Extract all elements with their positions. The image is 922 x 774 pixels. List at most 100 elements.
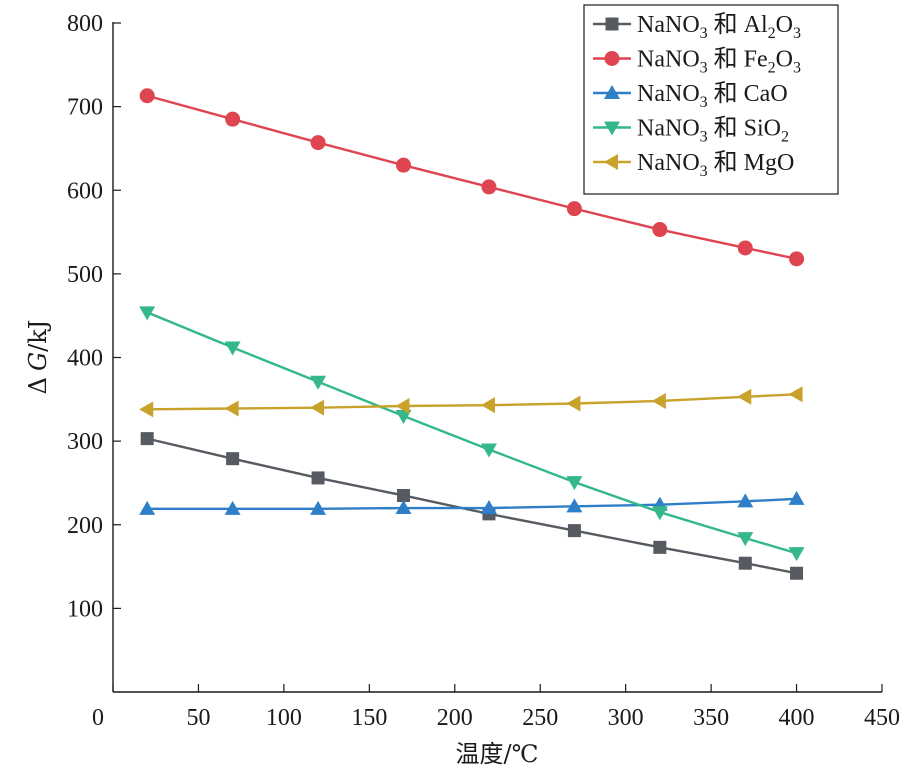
legend-text-part: 3 bbox=[700, 25, 708, 42]
series-4 bbox=[139, 386, 803, 418]
data-point bbox=[224, 341, 241, 356]
legend-text-part: 2 bbox=[768, 60, 776, 77]
data-point bbox=[737, 388, 752, 405]
data-point bbox=[566, 201, 582, 217]
data-point bbox=[737, 532, 754, 547]
legend-text-part: 3 bbox=[700, 163, 708, 180]
data-point bbox=[397, 488, 411, 502]
data-point bbox=[480, 500, 497, 515]
x-tick-label: 250 bbox=[522, 705, 558, 731]
data-point bbox=[567, 524, 581, 538]
data-point bbox=[224, 500, 241, 515]
y-tick-label: 700 bbox=[67, 95, 103, 121]
data-point bbox=[652, 222, 668, 238]
data-point bbox=[310, 399, 325, 416]
x-axis-title: 温度/℃ bbox=[456, 740, 539, 768]
y-tick-label: 100 bbox=[67, 596, 103, 622]
legend-text-part: 3 bbox=[793, 25, 801, 42]
legend-entry: NaNO3 和 SiO2 bbox=[637, 115, 789, 146]
legend-text-part: O bbox=[776, 47, 793, 73]
data-point bbox=[788, 490, 805, 505]
data-point bbox=[738, 556, 752, 570]
y-tick-label: 500 bbox=[67, 262, 103, 288]
data-point bbox=[480, 443, 497, 458]
y-axis-title-unit: /kJ bbox=[24, 320, 52, 352]
data-point bbox=[395, 500, 412, 515]
data-point bbox=[789, 251, 805, 267]
data-point bbox=[140, 432, 154, 446]
x-tick-label: 50 bbox=[186, 705, 210, 731]
legend-marker bbox=[605, 17, 619, 31]
data-point bbox=[310, 500, 327, 515]
series-line bbox=[146, 311, 797, 555]
legend-marker bbox=[604, 51, 620, 66]
legend-text-part: 2 bbox=[768, 25, 776, 42]
data-point bbox=[651, 392, 666, 409]
legend-text-part: NaNO bbox=[637, 116, 700, 142]
legend-text-part: NaNO bbox=[637, 81, 700, 107]
legend-text-part: 和 Al bbox=[708, 11, 768, 38]
legend-text-part: 2 bbox=[781, 129, 789, 146]
x-tick-label: 0 bbox=[92, 705, 104, 731]
legend-text-part: NaNO bbox=[637, 150, 700, 176]
legend-text-part: 和 MgO bbox=[708, 149, 795, 176]
legend-entry: NaNO3 和 Al2O3 bbox=[637, 11, 801, 42]
legend-text-part: 3 bbox=[700, 129, 708, 146]
series-0 bbox=[140, 432, 804, 580]
y-tick-label: 200 bbox=[67, 513, 103, 539]
legend-text-part: 和 CaO bbox=[708, 80, 788, 107]
series-line bbox=[147, 393, 797, 411]
data-point bbox=[653, 540, 667, 554]
data-point bbox=[224, 400, 239, 417]
data-point bbox=[139, 401, 154, 418]
legend-text-part: 和 SiO bbox=[708, 115, 781, 142]
x-tick-label: 350 bbox=[693, 705, 729, 731]
series-3 bbox=[139, 306, 805, 562]
y-tick-label: 800 bbox=[67, 11, 103, 37]
y-tick-label: 600 bbox=[67, 178, 103, 204]
data-point bbox=[225, 111, 241, 127]
data-point bbox=[395, 398, 410, 415]
legend-text-part: NaNO bbox=[637, 47, 700, 73]
legend-text-part: 3 bbox=[700, 60, 708, 77]
data-point bbox=[480, 397, 495, 414]
data-point bbox=[788, 547, 805, 562]
x-tick-label: 450 bbox=[864, 705, 900, 731]
legend-entry: NaNO3 和 Fe2O3 bbox=[637, 46, 801, 77]
data-point bbox=[566, 498, 583, 513]
series-1 bbox=[139, 88, 805, 267]
data-point bbox=[566, 476, 583, 491]
legend-marker bbox=[604, 121, 620, 136]
series-line bbox=[146, 437, 797, 575]
legend-entry: NaNO3 和 MgO bbox=[637, 149, 794, 180]
data-point bbox=[226, 452, 240, 466]
data-point bbox=[566, 395, 581, 412]
data-point bbox=[395, 410, 412, 425]
series-line bbox=[147, 497, 797, 511]
data-point bbox=[790, 566, 804, 580]
data-point bbox=[310, 375, 327, 390]
x-tick-label: 100 bbox=[266, 705, 302, 731]
data-point bbox=[139, 306, 156, 321]
y-axis-title-symbol: Δ bbox=[24, 377, 52, 394]
data-point bbox=[310, 135, 326, 151]
data-point bbox=[396, 157, 412, 173]
y-axis-title-variable: G bbox=[24, 352, 52, 371]
data-point bbox=[139, 88, 155, 104]
x-tick-label: 400 bbox=[779, 705, 815, 731]
data-point bbox=[651, 506, 668, 521]
data-point bbox=[737, 240, 753, 256]
data-point bbox=[788, 386, 803, 403]
x-tick-label: 300 bbox=[608, 705, 644, 731]
y-tick-label: 300 bbox=[67, 429, 103, 455]
y-axis-title: ΔG/kJ bbox=[24, 320, 52, 395]
legend-text-part: 3 bbox=[793, 60, 801, 77]
legend-entry: NaNO3 和 CaO bbox=[637, 80, 788, 111]
legend-marker bbox=[604, 154, 618, 170]
x-tick-label: 150 bbox=[351, 705, 387, 731]
legend-marker bbox=[604, 85, 620, 99]
data-point bbox=[139, 500, 156, 515]
legend-text-part: O bbox=[776, 12, 793, 38]
